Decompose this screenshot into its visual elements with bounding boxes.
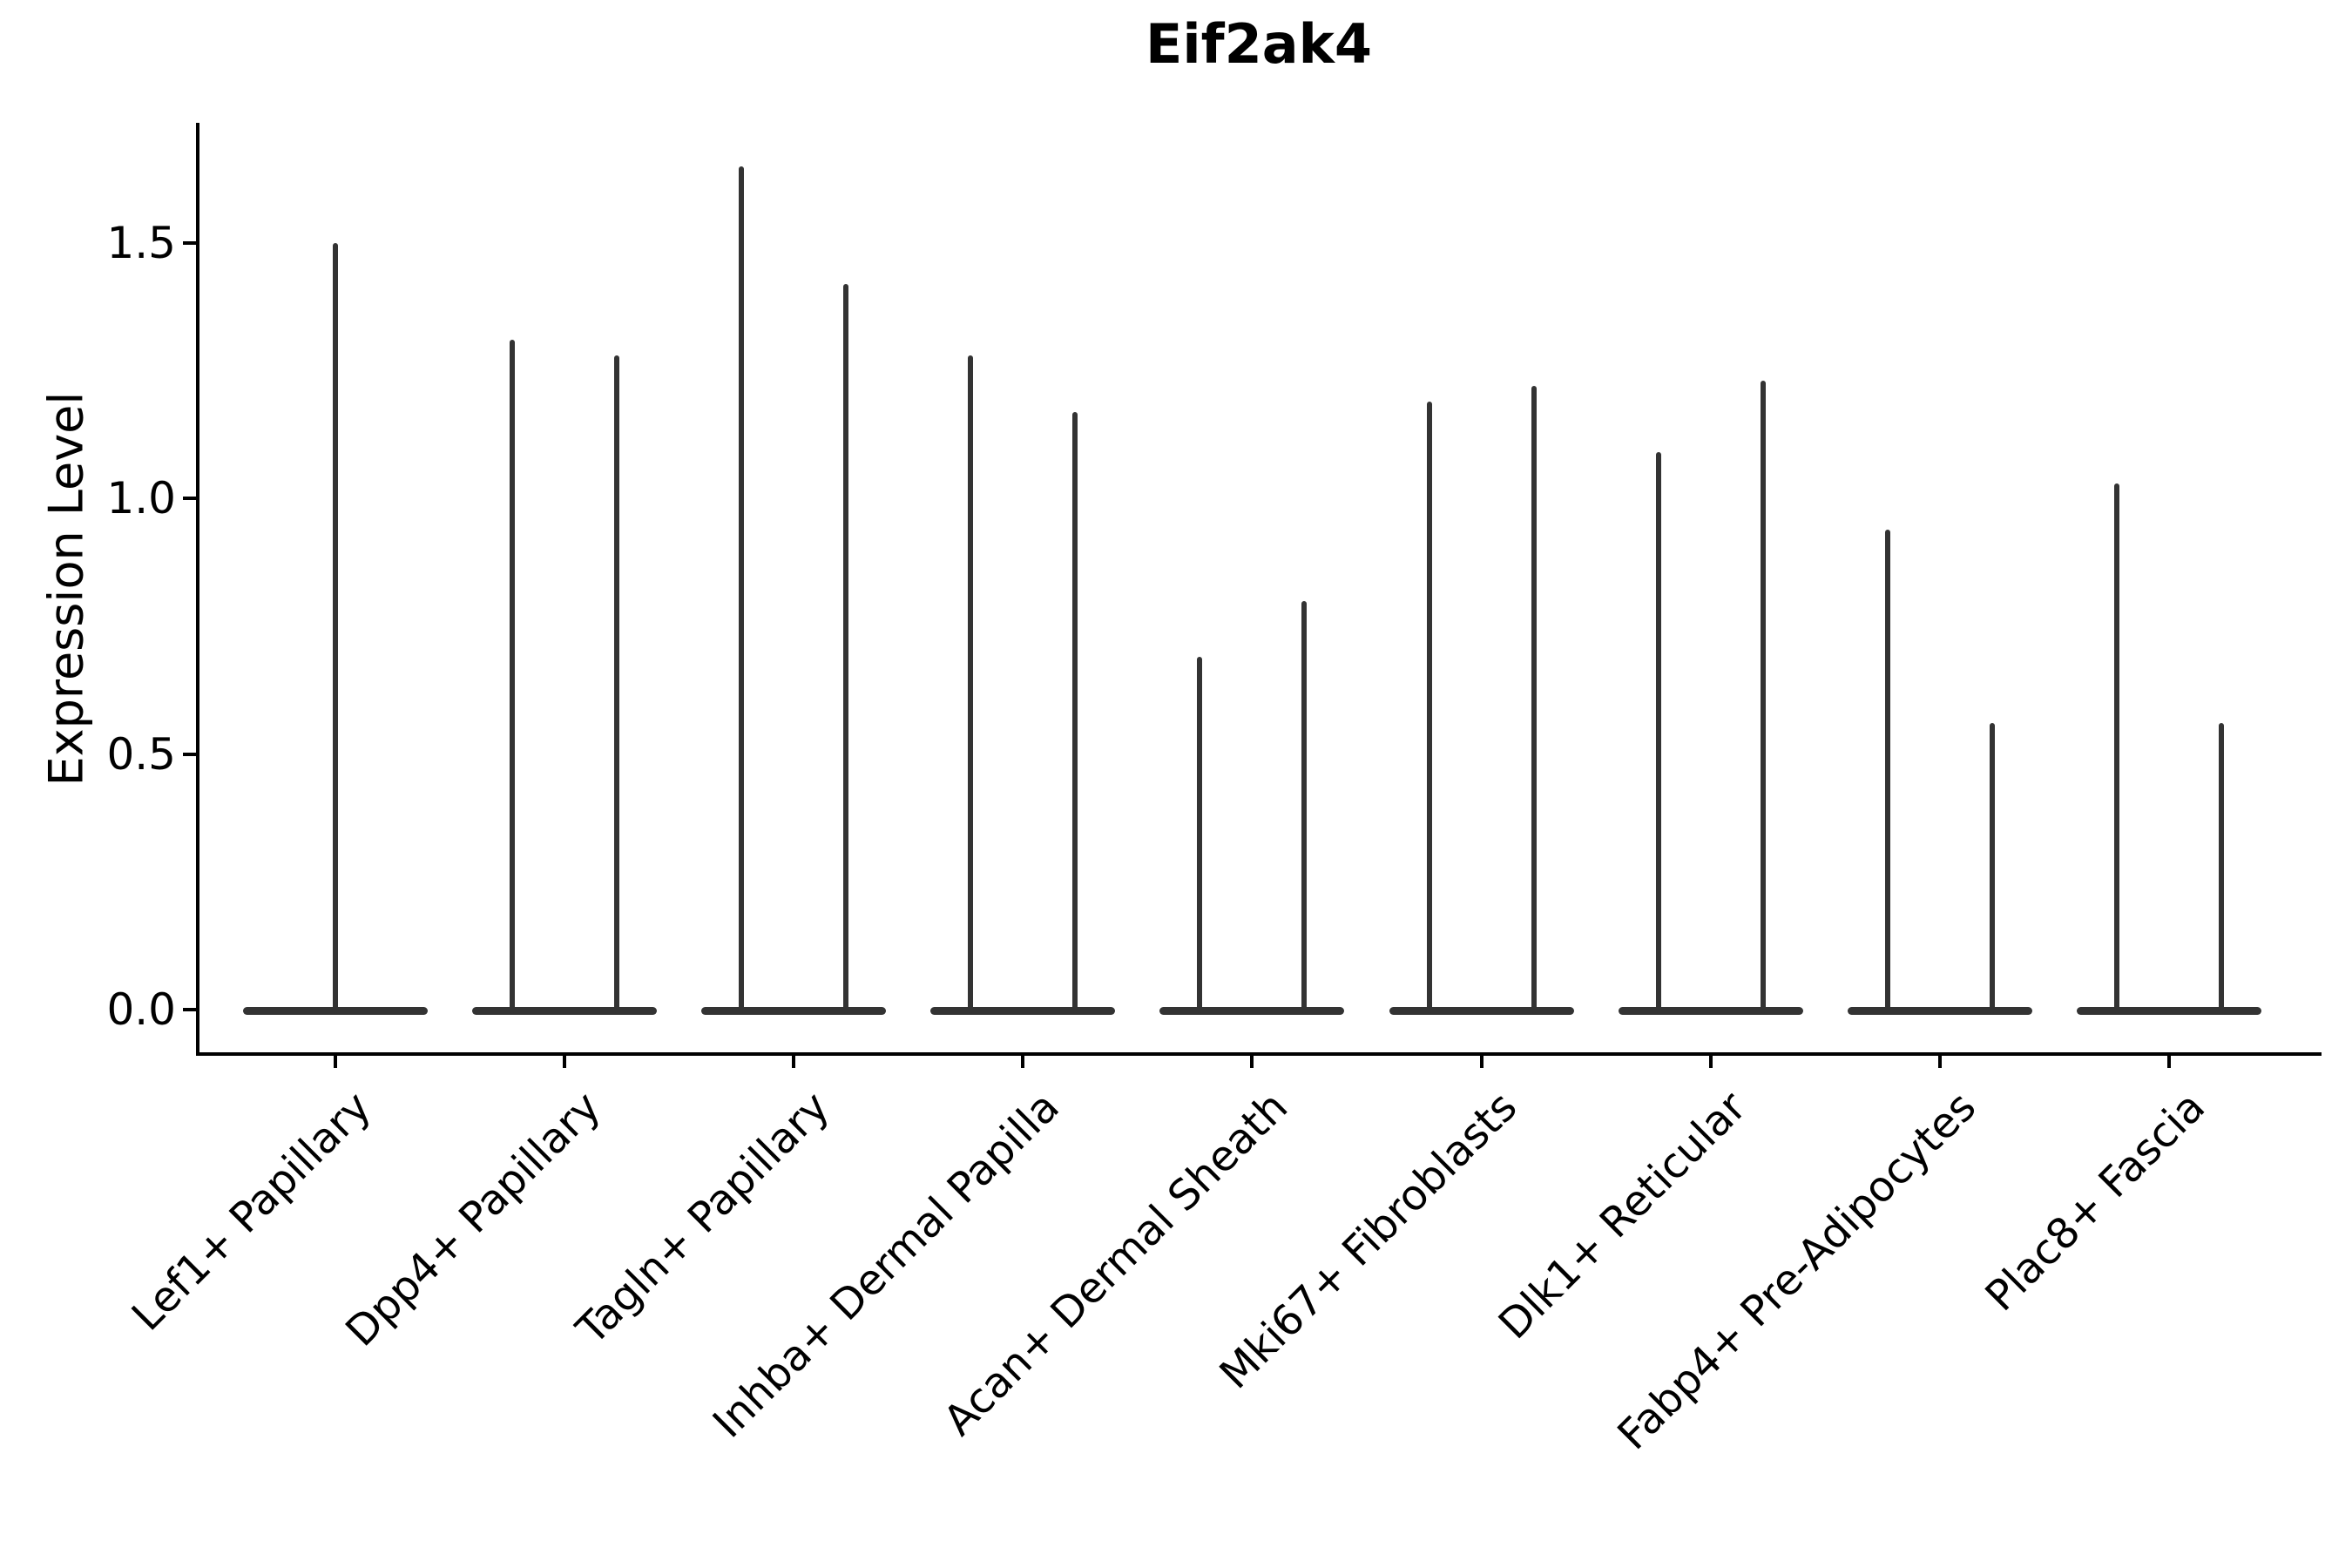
x-tick	[334, 1056, 337, 1068]
x-tick	[1937, 1056, 1942, 1068]
violin-spike	[510, 340, 516, 1013]
x-axis-spine	[196, 1052, 2322, 1056]
violin-base	[472, 1007, 658, 1015]
x-tick	[563, 1056, 567, 1068]
violin-base	[1847, 1007, 2032, 1015]
violin-spike	[333, 242, 338, 1013]
x-tick-label: Plac8+ Fascia	[1976, 1082, 2214, 1321]
y-tick	[183, 752, 196, 756]
violin-spike	[2113, 483, 2119, 1013]
chart-title: Eif2ak4	[1146, 12, 1372, 76]
violin-spike	[1197, 657, 1203, 1013]
violin-spike	[1531, 386, 1537, 1013]
violin-spike	[1760, 381, 1766, 1013]
violin-spike	[2218, 723, 2224, 1013]
violin-spike	[1072, 411, 1078, 1013]
violin-base	[1389, 1007, 1574, 1015]
violin-spike	[1301, 600, 1308, 1013]
violin-base	[1618, 1007, 1803, 1015]
violin-spike	[1426, 401, 1432, 1013]
x-tick	[1250, 1056, 1254, 1068]
y-axis-label: Expression Level	[38, 391, 94, 787]
y-tick-label: 0.5	[106, 728, 176, 780]
violin-spike	[739, 166, 745, 1013]
violin-base	[1159, 1007, 1345, 1015]
violin-spike	[1655, 452, 1661, 1013]
x-tick	[1021, 1056, 1025, 1068]
violin-base	[701, 1007, 887, 1015]
x-tick-label: Dpp4+ Papillary	[336, 1082, 611, 1356]
x-tick	[2166, 1056, 2171, 1068]
y-tick	[183, 497, 196, 501]
y-axis-spine	[196, 123, 199, 1056]
violin-base	[2076, 1007, 2261, 1015]
y-tick	[183, 240, 196, 245]
violin-spike	[968, 355, 974, 1013]
y-tick	[183, 1008, 196, 1011]
violin-spike	[614, 355, 620, 1013]
x-tick	[1479, 1056, 1484, 1068]
y-tick-label: 1.0	[106, 473, 176, 524]
x-tick	[1708, 1056, 1713, 1068]
x-tick-label: Tagln+ Papillary	[567, 1082, 840, 1355]
violin-base	[930, 1007, 1116, 1015]
violin-spike	[1884, 529, 1890, 1013]
x-tick-label: Lef1+ Papillary	[123, 1082, 382, 1341]
y-tick-label: 1.5	[106, 217, 176, 268]
y-tick-label: 0.0	[106, 984, 176, 1035]
violin-spike	[843, 283, 849, 1013]
x-tick	[792, 1056, 796, 1068]
x-tick-label: Dlk1+ Reticular	[1490, 1082, 1756, 1349]
violin-spike	[1989, 723, 1995, 1013]
